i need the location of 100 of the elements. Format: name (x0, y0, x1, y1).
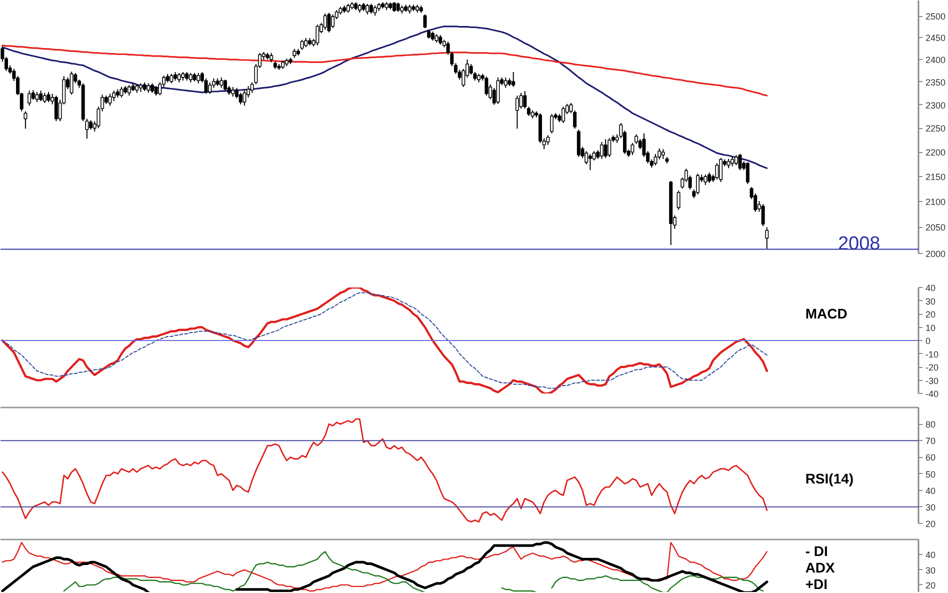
candlestick (515, 95, 519, 130)
candlestick (604, 138, 608, 158)
y-tick-label: 2150 (926, 172, 946, 182)
y-tick-label: 70 (926, 436, 936, 446)
candlestick (696, 173, 700, 196)
candlestick (42, 92, 46, 104)
candlestick (761, 204, 765, 227)
candlestick (630, 142, 634, 156)
candlestick (392, 2, 396, 12)
candlestick (146, 82, 150, 94)
candlestick (323, 13, 327, 30)
candlestick (108, 93, 112, 106)
candlestick (726, 158, 730, 169)
y-tick-label: 2500 (926, 12, 946, 22)
candlestick (512, 72, 516, 88)
candlestick (170, 73, 174, 84)
candlestick (661, 148, 665, 160)
candlestick (177, 72, 181, 83)
y-tick-label: -20 (926, 362, 939, 372)
y-tick-label: 10 (926, 322, 936, 333)
line-series (2, 418, 768, 523)
candlestick (112, 90, 116, 102)
candlestick (208, 82, 212, 94)
candlestick (576, 129, 580, 158)
candlestick (676, 190, 680, 210)
y-tick-label: 20 (926, 310, 936, 320)
y-tick-label: 20 (926, 519, 936, 529)
candlestick (327, 12, 331, 33)
candlestick (316, 24, 320, 46)
candlestick (438, 34, 442, 46)
y-tick-label: 2300 (926, 100, 946, 110)
y-tick-label: -10 (926, 349, 939, 360)
line-series (2, 44, 768, 96)
y-tick-label: 50 (926, 469, 936, 480)
y-tick-label: 40 (926, 550, 936, 560)
line-series (2, 26, 768, 169)
candlestick (369, 3, 373, 14)
y-tick-label: 30 (926, 296, 936, 306)
candlestick (519, 92, 523, 110)
candlestick (600, 142, 604, 160)
candlestick (154, 86, 158, 96)
candlestick (150, 82, 154, 94)
candlestick (765, 226, 769, 250)
y-tick-label: 80 (926, 420, 936, 430)
candlestick (24, 110, 28, 130)
candlestick (373, 5, 377, 16)
y-tick-label: 40 (926, 283, 936, 293)
candlestick (719, 157, 723, 183)
candlestick (592, 150, 596, 161)
candlestick (588, 154, 592, 171)
candlestick (231, 86, 235, 98)
y-tick-label: 2000 (926, 249, 946, 259)
candlestick (734, 154, 738, 166)
candlestick (250, 82, 254, 94)
candlestick (223, 79, 227, 92)
y-tick-label: 2400 (926, 55, 946, 66)
candlestick (704, 174, 708, 186)
candlestick (196, 72, 200, 84)
candlestick (730, 156, 734, 167)
text: MACD (805, 305, 848, 322)
y-tick-label: 2200 (926, 148, 946, 158)
y-tick-label: 2450 (926, 33, 946, 44)
y-tick-label: 20 (926, 580, 936, 590)
y-tick-label: -30 (926, 376, 939, 386)
y-tick-label: 30 (926, 502, 936, 512)
text: RSI(14) (805, 470, 854, 487)
y-tick-label: 2050 (926, 222, 946, 233)
y-tick-label: 2100 (926, 197, 946, 208)
y-tick-label: 2350 (926, 77, 946, 88)
candlestick (204, 78, 208, 94)
candlestick (39, 90, 43, 102)
candlestick (396, 2, 400, 12)
y-tick-label: 2250 (926, 124, 946, 134)
y-tick-label: 30 (926, 565, 936, 576)
candlestick (484, 76, 488, 96)
y-tick-label: 40 (926, 486, 936, 496)
candlestick (242, 90, 246, 106)
y-tick-label: 60 (926, 452, 936, 463)
candlestick (120, 86, 124, 98)
candlestick (546, 134, 550, 146)
candlestick (562, 106, 566, 124)
candlestick (54, 95, 58, 122)
candlestick (46, 91, 50, 103)
candlestick (715, 162, 719, 180)
candlestick (70, 71, 74, 96)
y-tick-label: 0 (926, 336, 931, 346)
candlestick (366, 3, 370, 15)
text: - DI (805, 543, 828, 560)
candlestick (496, 76, 500, 104)
candlestick (608, 138, 612, 158)
candlestick (28, 90, 32, 106)
candlestick (127, 84, 131, 96)
candlestick (220, 76, 224, 88)
text: ADX (805, 560, 836, 576)
candlestick (642, 132, 646, 158)
candlestick (304, 38, 308, 48)
candlestick (738, 154, 742, 171)
candlestick (708, 172, 712, 184)
candlestick (746, 162, 750, 185)
candlestick (89, 120, 93, 130)
